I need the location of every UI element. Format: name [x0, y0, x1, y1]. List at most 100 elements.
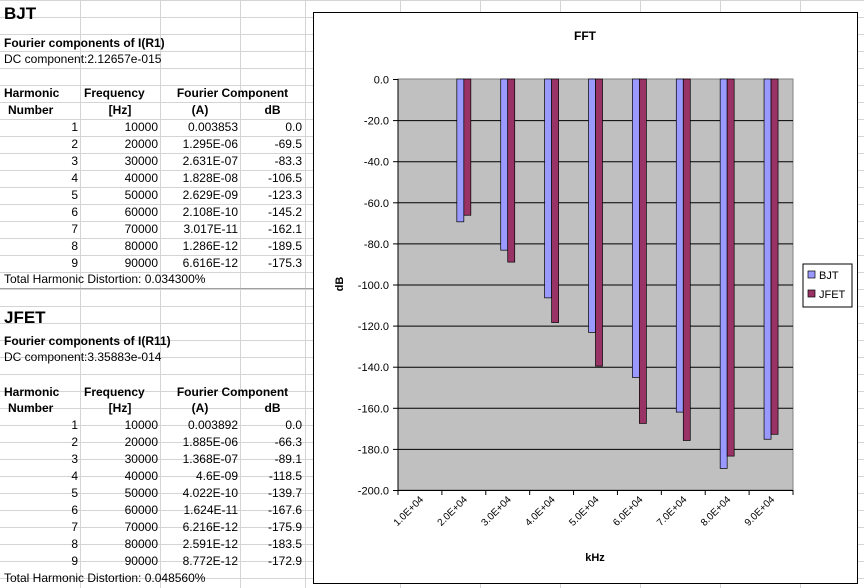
bar-bjt[interactable]: [763, 78, 772, 440]
bar-jfet[interactable]: [551, 78, 559, 323]
bjt-cell[interactable]: 7: [71, 222, 78, 236]
jfet-cell[interactable]: 0.003892: [187, 418, 238, 432]
bjt-dc-component: DC component:2.12657e-015: [4, 52, 162, 66]
bar-bjt[interactable]: [500, 78, 509, 251]
bjt-cell[interactable]: -175.3: [267, 256, 302, 270]
bjt-cell[interactable]: 0.0: [285, 120, 302, 134]
jfet-cell[interactable]: -172.9: [267, 554, 302, 568]
bar-bjt[interactable]: [544, 78, 552, 299]
bjt-cell[interactable]: 80000: [124, 239, 158, 253]
jfet-cell[interactable]: 1.368E-07: [182, 452, 238, 466]
bjt-cell[interactable]: 2.631E-07: [182, 154, 238, 168]
bjt-cell[interactable]: 2: [71, 137, 78, 151]
bjt-cell[interactable]: 70000: [124, 222, 158, 236]
bar-jfet[interactable]: [770, 78, 779, 435]
bjt-cell[interactable]: -106.5: [267, 171, 302, 185]
jfet-cell[interactable]: -139.7: [267, 486, 302, 500]
bar-jfet[interactable]: [507, 78, 516, 263]
bar-bjt[interactable]: [456, 78, 465, 223]
jfet-cell[interactable]: 70000: [124, 520, 158, 534]
bar-bjt[interactable]: [719, 78, 728, 469]
bjt-cell[interactable]: 6: [71, 205, 78, 219]
bar-jfet[interactable]: [639, 78, 647, 424]
bar-jfet[interactable]: [463, 78, 472, 216]
bar-bjt[interactable]: [632, 78, 640, 378]
bjt-cell[interactable]: 3: [71, 154, 78, 168]
jfet-cell[interactable]: 6.216E-12: [182, 520, 238, 534]
bjt-cell[interactable]: 90000: [124, 256, 158, 270]
bjt-cell[interactable]: 1.828E-08: [182, 171, 238, 185]
jfet-cell[interactable]: -89.1: [274, 452, 302, 466]
jfet-cell[interactable]: 4.6E-09: [195, 469, 238, 483]
bjt-cell[interactable]: 1: [71, 120, 78, 134]
bjt-cell[interactable]: 3.017E-11: [183, 222, 239, 236]
bjt-cell[interactable]: 4: [71, 171, 78, 185]
bjt-cell[interactable]: 40000: [124, 171, 158, 185]
x-tick-label: 8.0E+04: [699, 494, 734, 529]
bjt-cell[interactable]: 9: [71, 256, 78, 270]
jfet-cell[interactable]: 9: [71, 554, 78, 568]
bjt-cell[interactable]: 30000: [124, 154, 158, 168]
jfet-cell[interactable]: 4.022E-10: [182, 486, 238, 500]
bar-bjt[interactable]: [675, 78, 684, 413]
bjt-cell[interactable]: 20000: [124, 137, 158, 151]
jfet-cell[interactable]: 8: [71, 537, 78, 551]
jfet-cell[interactable]: 2: [71, 435, 78, 449]
y-tick-label: -140.0: [358, 362, 389, 374]
bjt-cell[interactable]: -145.2: [267, 205, 302, 219]
jfet-cell[interactable]: 40000: [124, 469, 158, 483]
jfet-cell[interactable]: 6: [71, 503, 78, 517]
jfet-cell[interactable]: -183.5: [267, 537, 302, 551]
bjt-cell[interactable]: 50000: [124, 188, 158, 202]
bjt-cell[interactable]: 60000: [124, 205, 158, 219]
bjt-cell[interactable]: 2.108E-10: [182, 205, 238, 219]
bjt-cell[interactable]: -123.3: [267, 188, 302, 202]
bjt-cell[interactable]: -189.5: [267, 239, 302, 253]
fft-chart[interactable]: 0.0 -20.0 -40.0 -60.0 -80.0 -100.0 -120.0 -140.…: [313, 12, 858, 584]
jfet-cell[interactable]: 8.772E-12: [182, 554, 238, 568]
bjt-cell[interactable]: -162.1: [267, 222, 302, 236]
bjt-header-frequency: Frequency: [84, 86, 145, 100]
jfet-cell[interactable]: 1.624E-11: [183, 503, 239, 517]
jfet-cell[interactable]: -66.3: [274, 435, 302, 449]
x-tick-label: 4.0E+04: [523, 494, 558, 529]
bjt-cell[interactable]: -83.3: [274, 154, 302, 168]
jfet-cell[interactable]: 60000: [124, 503, 158, 517]
jfet-cell[interactable]: -175.9: [267, 520, 302, 534]
bjt-cell[interactable]: 6.616E-12: [182, 256, 238, 270]
jfet-subtitle: Fourier components of I(R11): [4, 334, 171, 348]
bjt-cell[interactable]: -69.5: [274, 137, 302, 151]
bjt-header-number: Number: [8, 103, 54, 117]
x-axis-label: kHz: [585, 552, 605, 564]
bjt-cell[interactable]: 5: [71, 188, 78, 202]
jfet-cell[interactable]: 2.591E-12: [182, 537, 238, 551]
jfet-cell[interactable]: 50000: [124, 486, 158, 500]
bar-jfet[interactable]: [595, 78, 603, 367]
bar-bjt[interactable]: [588, 78, 596, 333]
jfet-cell[interactable]: -167.6: [267, 503, 302, 517]
jfet-cell[interactable]: 90000: [124, 554, 158, 568]
bjt-cell[interactable]: 1.286E-12: [182, 239, 238, 253]
jfet-cell[interactable]: 5: [71, 486, 78, 500]
jfet-cell[interactable]: 30000: [124, 452, 158, 466]
jfet-cell[interactable]: 80000: [124, 537, 158, 551]
y-tick-label: -80.0: [364, 239, 389, 251]
bjt-cell[interactable]: 8: [71, 239, 78, 253]
legend[interactable]: BJT JFET: [802, 263, 853, 308]
jfet-cell[interactable]: -118.5: [268, 469, 302, 483]
jfet-cell[interactable]: 3: [71, 452, 78, 466]
jfet-cell[interactable]: 4: [71, 469, 78, 483]
bjt-cell[interactable]: 10000: [124, 120, 158, 134]
bjt-cell[interactable]: 1.295E-06: [182, 137, 238, 151]
jfet-cell[interactable]: 7: [71, 520, 78, 534]
jfet-cell[interactable]: 1: [71, 418, 78, 432]
jfet-cell[interactable]: 0.0: [285, 418, 302, 432]
bjt-cell[interactable]: 0.003853: [187, 120, 238, 134]
jfet-cell[interactable]: 1.885E-06: [182, 435, 238, 449]
x-tick-label: 1.0E+04: [392, 494, 427, 529]
jfet-cell[interactable]: 10000: [124, 418, 158, 432]
bar-jfet[interactable]: [682, 78, 691, 441]
bjt-cell[interactable]: 2.629E-09: [182, 188, 238, 202]
jfet-cell[interactable]: 20000: [124, 435, 158, 449]
bar-jfet[interactable]: [726, 78, 735, 457]
